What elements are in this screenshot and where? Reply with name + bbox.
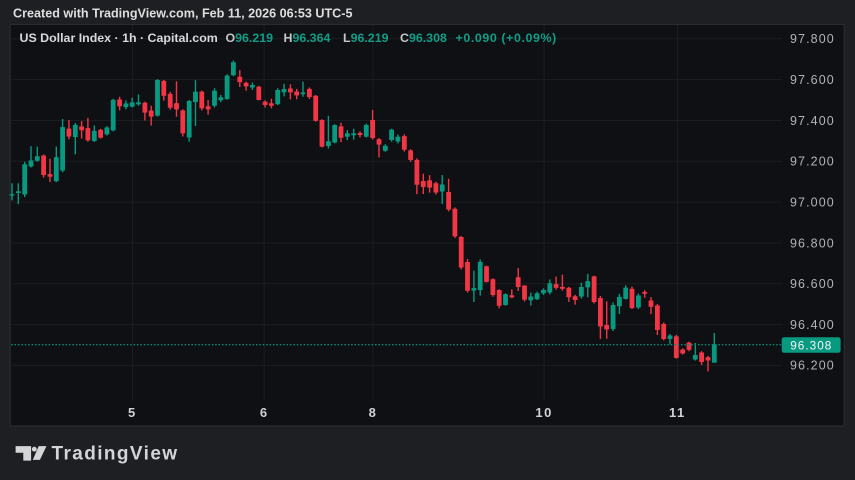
svg-text:5: 5 xyxy=(128,405,137,420)
svg-text:8: 8 xyxy=(369,405,378,420)
svg-text:97.400: 97.400 xyxy=(790,114,835,128)
svg-text:96.600: 96.600 xyxy=(790,277,835,291)
svg-text:97.800: 97.800 xyxy=(790,32,835,46)
svg-text:6: 6 xyxy=(260,405,269,420)
svg-text:97.000: 97.000 xyxy=(790,195,835,209)
svg-text:96.400: 96.400 xyxy=(790,318,835,332)
svg-text:TradingView: TradingView xyxy=(52,444,179,465)
svg-text:96.800: 96.800 xyxy=(790,236,835,250)
svg-text:Created with TradingView.com,: Created with TradingView.com, Feb 11, 20… xyxy=(13,7,352,21)
svg-text:96.308: 96.308 xyxy=(790,338,832,352)
svg-text:96.200: 96.200 xyxy=(790,359,835,373)
svg-text:US Dollar Index · 1h · Capital: US Dollar Index · 1h · Capital.com xyxy=(20,31,218,45)
svg-text:97.600: 97.600 xyxy=(790,73,835,87)
svg-text:11: 11 xyxy=(669,405,686,420)
svg-text:97.200: 97.200 xyxy=(790,155,835,169)
svg-text:10: 10 xyxy=(535,405,552,420)
